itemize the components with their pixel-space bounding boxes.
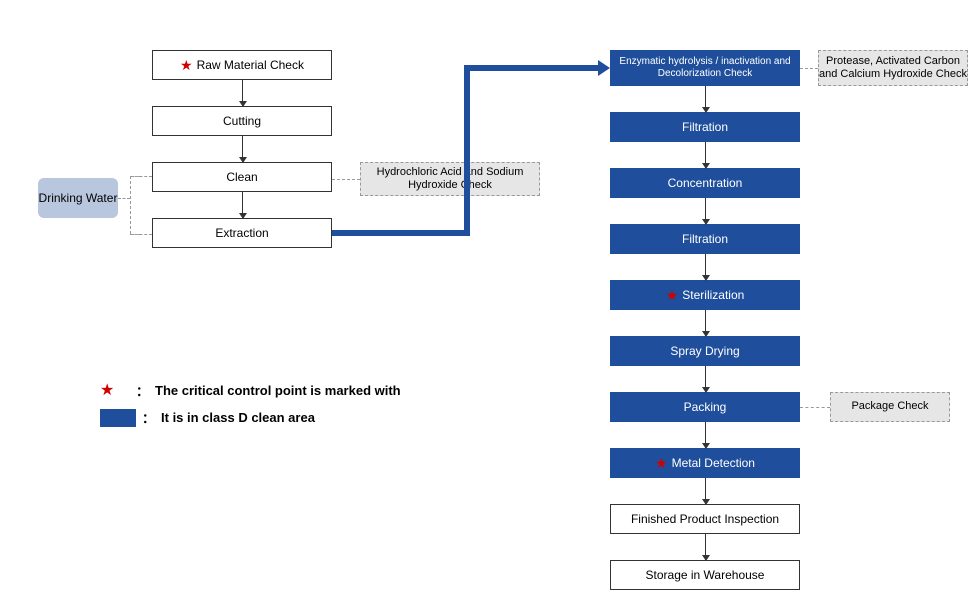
star-icon: ★ (180, 57, 193, 74)
node-label: Sterilization (682, 288, 744, 302)
node-label: Clean (226, 170, 257, 184)
star-icon: ★ (666, 287, 679, 304)
star-icon: ★ (655, 455, 668, 472)
node-filt2: Filtration (610, 224, 800, 254)
node-label: Metal Detection (672, 456, 755, 470)
arrow-down (705, 422, 706, 448)
arrow-down (705, 310, 706, 336)
blue-connector (332, 230, 470, 236)
node-clean: Clean (152, 162, 332, 192)
node-label: Cutting (223, 114, 261, 128)
node-label: Raw Material Check (197, 58, 304, 72)
arrow-down (705, 478, 706, 504)
node-label: Filtration (682, 232, 728, 246)
blue-arrowhead-icon (598, 60, 610, 76)
note-connector (332, 179, 360, 180)
arrow-down (705, 534, 706, 560)
arrow-down (242, 192, 243, 218)
node-enz: Enzymatic hydrolysis / inactivation and … (610, 50, 800, 86)
aux-link (118, 198, 130, 199)
node-ster: ★Sterilization (610, 280, 800, 310)
legend-blue-swatch (100, 409, 136, 427)
node-label: Extraction (215, 226, 268, 240)
legend-text: The critical control point is marked wit… (155, 383, 401, 398)
node-filt1: Filtration (610, 112, 800, 142)
note-note3: Package Check (830, 392, 950, 422)
note-note1: Hydrochloric Acid and Sodium Hydroxide C… (360, 162, 540, 196)
node-label: Storage in Warehouse (646, 568, 765, 582)
node-extr: Extraction (152, 218, 332, 248)
node-spray: Spray Drying (610, 336, 800, 366)
arrow-down (242, 80, 243, 106)
legend-row-box: ：It is in class D clean area (100, 408, 401, 427)
legend-row-star: ★：The critical control point is marked w… (100, 380, 401, 400)
blue-connector (464, 65, 470, 236)
node-label: Filtration (682, 120, 728, 134)
note-connector (800, 407, 830, 408)
arrow-down (705, 198, 706, 224)
node-label: Spray Drying (670, 344, 739, 358)
node-label: Packing (684, 400, 727, 414)
aux-drinking-water: Drinking Water (38, 178, 118, 218)
node-label: Enzymatic hydrolysis / inactivation and … (611, 56, 799, 80)
note-note2: Protease, Activated Carbon and Calcium H… (818, 50, 968, 86)
node-conc: Concentration (610, 168, 800, 198)
brace (130, 176, 131, 234)
blue-connector (464, 65, 598, 71)
arrow-down (705, 142, 706, 168)
star-icon: ★ (100, 380, 136, 400)
node-fin: Finished Product Inspection (610, 504, 800, 534)
node-label: Finished Product Inspection (631, 512, 779, 526)
node-pack: Packing (610, 392, 800, 422)
arrow-down (705, 254, 706, 280)
node-cut: Cutting (152, 106, 332, 136)
arrow-down (705, 86, 706, 112)
note-connector (800, 68, 818, 69)
arrow-down (705, 366, 706, 392)
legend: ★：The critical control point is marked w… (100, 380, 401, 435)
arrow-down (242, 136, 243, 162)
brace-stub (130, 176, 152, 177)
node-store: Storage in Warehouse (610, 560, 800, 590)
legend-text: It is in class D clean area (161, 410, 315, 425)
node-label: Concentration (668, 176, 743, 190)
node-metal: ★ Metal Detection (610, 448, 800, 478)
brace-stub (130, 234, 152, 235)
node-raw: ★ Raw Material Check (152, 50, 332, 80)
